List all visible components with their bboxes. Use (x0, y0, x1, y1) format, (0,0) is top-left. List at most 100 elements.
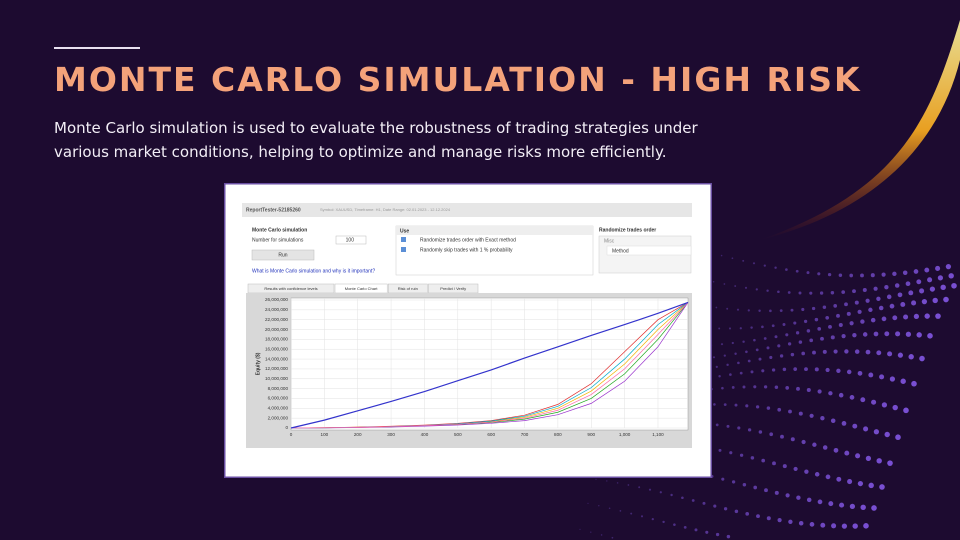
dot (809, 291, 813, 295)
dot (881, 272, 886, 277)
dot (852, 523, 858, 529)
y-tick-label: 20,000,000 (265, 327, 288, 332)
dot (793, 321, 797, 325)
dot (873, 331, 879, 337)
dot (608, 507, 611, 509)
dot (919, 288, 925, 294)
dot (785, 386, 790, 390)
dot (873, 429, 880, 435)
window-title: ReportTester-52185260 (246, 207, 301, 213)
dot (846, 369, 852, 375)
dot (718, 327, 721, 330)
dot (892, 271, 897, 277)
dot (640, 515, 644, 518)
x-tick-label: 300 (387, 432, 395, 437)
dot (611, 536, 614, 539)
dot (865, 349, 871, 355)
dot (747, 359, 751, 363)
dot (820, 416, 825, 421)
dot (849, 321, 854, 326)
dot (870, 273, 875, 278)
dot (790, 352, 795, 357)
dot (755, 288, 758, 291)
help-link[interactable]: What is Monte Carlo simulation and why i… (252, 268, 375, 274)
dot (812, 350, 816, 355)
dot (817, 272, 821, 276)
dot (753, 338, 756, 342)
dot (879, 374, 885, 380)
dot (787, 342, 792, 346)
dot (720, 343, 724, 346)
tab-label: Results with confidence levels (264, 286, 317, 291)
dot (865, 298, 870, 303)
dot (937, 275, 944, 281)
y-tick-label: 16,000,000 (265, 346, 288, 351)
checkbox[interactable] (401, 237, 406, 242)
dot (750, 370, 754, 374)
dot (849, 503, 856, 509)
dot (616, 482, 619, 484)
dot (887, 460, 893, 466)
dot (830, 335, 835, 340)
dot (761, 369, 765, 373)
dot (844, 302, 848, 307)
dot (924, 267, 930, 273)
title-rule (54, 47, 140, 49)
dot (844, 349, 849, 354)
dot (731, 386, 735, 389)
dot (927, 333, 933, 339)
simulations-input[interactable] (335, 235, 367, 245)
dot (849, 273, 854, 278)
screenshot: ReportTester-52185260 Symbol: XAUUSD, Ti… (224, 183, 712, 478)
dot (713, 403, 716, 406)
dot (862, 332, 868, 337)
dot (774, 266, 777, 269)
dot (841, 421, 847, 426)
method-row (606, 245, 692, 256)
dot (803, 319, 808, 324)
dot (825, 367, 830, 373)
dot (889, 303, 895, 309)
dot (919, 355, 925, 362)
dot (739, 327, 742, 330)
misc: Misc (604, 238, 615, 244)
x-tick-label: 200 (354, 432, 362, 437)
dot (817, 499, 823, 505)
dot (814, 317, 819, 322)
dot (747, 309, 750, 312)
dot (825, 474, 831, 480)
dot (905, 331, 912, 337)
dot (606, 480, 608, 482)
dot (734, 352, 737, 355)
dot (779, 354, 784, 358)
dot (827, 272, 832, 277)
dot (819, 291, 824, 295)
dot (777, 344, 781, 348)
dot (726, 534, 731, 539)
option: Randomize trades order with Exact method (420, 237, 516, 243)
dot (895, 331, 901, 337)
dot (712, 280, 715, 283)
dot (927, 277, 933, 283)
dot (876, 350, 882, 356)
window-bar (242, 203, 692, 217)
dot (721, 477, 725, 481)
checkbox[interactable] (401, 247, 406, 252)
dot (806, 329, 811, 333)
dot (790, 308, 794, 312)
run-button[interactable] (251, 249, 315, 261)
dot (884, 285, 889, 290)
dot (884, 331, 890, 337)
dot (863, 426, 869, 432)
dot (742, 340, 745, 343)
dot (828, 391, 833, 396)
dot (702, 501, 706, 505)
dot (737, 361, 740, 365)
dot (798, 291, 802, 295)
dot (723, 354, 726, 357)
dot (833, 304, 838, 308)
dot (769, 432, 774, 437)
dot (903, 314, 909, 320)
dot (766, 346, 770, 350)
glow-curve (760, 20, 960, 240)
